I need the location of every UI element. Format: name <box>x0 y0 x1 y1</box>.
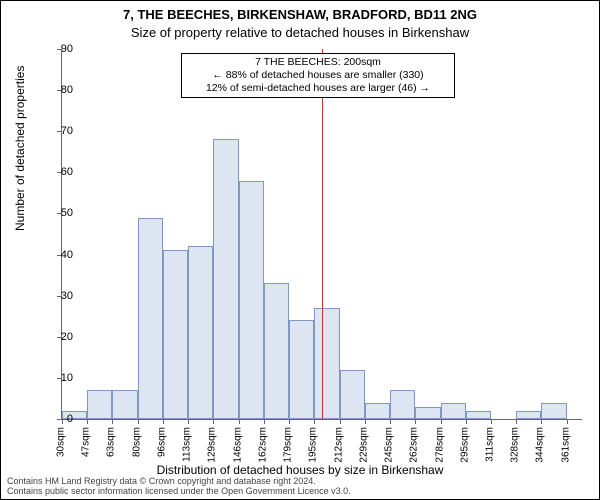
histogram-bar <box>239 181 264 419</box>
x-tick <box>112 419 113 424</box>
histogram-bar <box>390 390 415 419</box>
plot-area <box>61 49 582 420</box>
x-tick-label: 278sqm <box>434 427 445 463</box>
y-tick-label: 70 <box>43 125 73 137</box>
x-tick-label: 96sqm <box>156 427 167 457</box>
x-tick-label: 179sqm <box>283 427 294 463</box>
x-tick <box>390 419 391 424</box>
y-tick-label: 60 <box>43 166 73 178</box>
x-tick-label: 47sqm <box>81 427 92 457</box>
x-tick <box>365 419 366 424</box>
y-tick-label: 80 <box>43 84 73 96</box>
x-tick-label: 262sqm <box>409 427 420 463</box>
x-tick-label: 146sqm <box>232 427 243 463</box>
x-tick <box>239 419 240 424</box>
histogram-bar <box>541 403 566 419</box>
histogram-bar <box>516 411 541 419</box>
histogram-bar <box>163 250 188 419</box>
chart-container: 7, THE BEECHES, BIRKENSHAW, BRADFORD, BD… <box>0 0 600 500</box>
x-tick-label: 30sqm <box>56 427 67 457</box>
x-tick <box>87 419 88 424</box>
histogram-bar <box>415 407 440 419</box>
x-tick-label: 344sqm <box>535 427 546 463</box>
y-tick-label: 20 <box>43 331 73 343</box>
x-tick <box>491 419 492 424</box>
x-tick-label: 195sqm <box>308 427 319 463</box>
histogram-bar <box>314 308 339 419</box>
chart-title-address: 7, THE BEECHES, BIRKENSHAW, BRADFORD, BD… <box>1 7 599 22</box>
x-tick <box>340 419 341 424</box>
y-tick-label: 0 <box>43 413 73 425</box>
x-tick <box>213 419 214 424</box>
x-tick-label: 361sqm <box>560 427 571 463</box>
histogram-bar <box>188 246 213 419</box>
annotation-box: 7 THE BEECHES: 200sqm← 88% of detached h… <box>181 53 455 98</box>
x-tick <box>415 419 416 424</box>
x-tick <box>289 419 290 424</box>
annotation-line-2: ← 88% of detached houses are smaller (33… <box>188 69 448 82</box>
x-tick-label: 295sqm <box>459 427 470 463</box>
x-tick <box>163 419 164 424</box>
histogram-bar <box>213 139 238 419</box>
x-tick <box>138 419 139 424</box>
x-tick-label: 63sqm <box>106 427 117 457</box>
x-axis-label: Distribution of detached houses by size … <box>1 463 599 477</box>
histogram-bar <box>365 403 390 419</box>
chart-subtitle: Size of property relative to detached ho… <box>1 25 599 40</box>
x-tick-label: 113sqm <box>182 427 193 462</box>
x-tick <box>466 419 467 424</box>
y-tick-label: 10 <box>43 372 73 384</box>
footer-line2: Contains public sector information licen… <box>7 487 593 497</box>
histogram-bar <box>441 403 466 419</box>
y-axis-label: Number of detached properties <box>13 66 27 231</box>
x-tick <box>441 419 442 424</box>
x-tick-label: 162sqm <box>257 427 268 463</box>
x-tick-label: 129sqm <box>207 427 218 463</box>
histogram-bar <box>466 411 491 419</box>
histogram-bar <box>264 283 289 419</box>
x-tick-label: 212sqm <box>333 427 344 463</box>
histogram-bar <box>289 320 314 419</box>
footer-attribution: Contains HM Land Registry data © Crown c… <box>7 477 593 497</box>
annotation-line-1: 7 THE BEECHES: 200sqm <box>188 56 448 69</box>
reference-line <box>322 49 323 419</box>
y-tick-label: 30 <box>43 290 73 302</box>
x-tick <box>516 419 517 424</box>
x-tick-label: 80sqm <box>131 427 142 457</box>
y-tick-label: 90 <box>43 43 73 55</box>
x-tick-label: 328sqm <box>510 427 521 463</box>
x-tick <box>314 419 315 424</box>
x-tick <box>188 419 189 424</box>
annotation-line-3: 12% of semi-detached houses are larger (… <box>188 82 448 95</box>
histogram-bar <box>87 390 112 419</box>
y-tick-label: 40 <box>43 249 73 261</box>
y-tick-label: 50 <box>43 207 73 219</box>
x-tick-label: 311sqm <box>485 427 496 462</box>
histogram-bar <box>138 218 163 419</box>
x-tick-label: 229sqm <box>358 427 369 463</box>
x-tick <box>541 419 542 424</box>
x-tick <box>567 419 568 424</box>
histogram-bar <box>112 390 137 419</box>
histogram-bar <box>340 370 365 419</box>
x-tick-label: 245sqm <box>384 427 395 463</box>
x-tick <box>264 419 265 424</box>
